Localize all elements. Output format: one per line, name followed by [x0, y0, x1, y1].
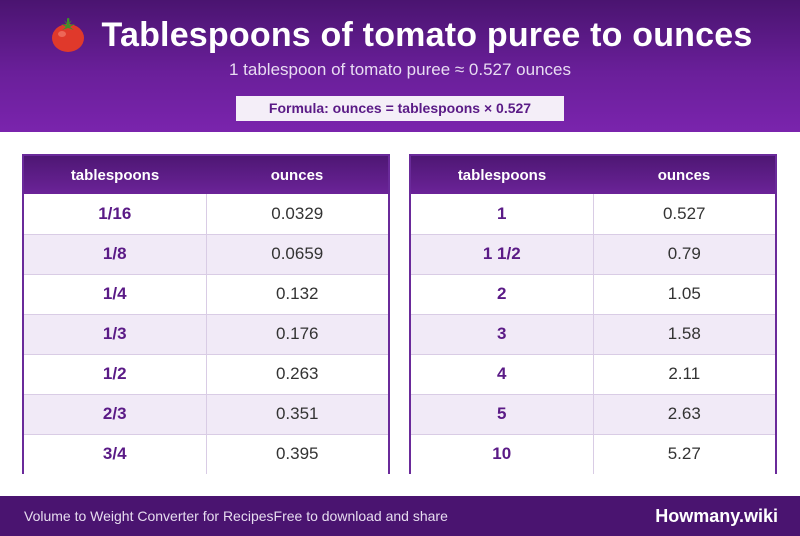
tablespoons-cell: 1 1/2: [411, 233, 594, 274]
page-title: Tablespoons of tomato puree to ounces: [101, 15, 753, 54]
tablespoons-cell: 1/8: [24, 233, 207, 274]
column-header-tablespoons: tablespoons: [70, 166, 160, 184]
ounces-cell: 5.27: [593, 433, 775, 474]
table-row: 1/2 0.263: [24, 353, 388, 394]
table-row: 5 2.63: [411, 393, 775, 434]
ounces-cell: 2.63: [593, 393, 775, 434]
ounces-cell: 1.05: [593, 273, 775, 314]
table-row: 1/8 0.0659: [24, 233, 388, 274]
table-row: 4 2.11: [411, 353, 775, 394]
footer-tagline: Volume to Weight Converter for RecipesFr…: [24, 508, 448, 524]
ounces-cell: 0.132: [206, 273, 388, 314]
tablespoons-cell: 1/4: [24, 273, 207, 314]
table-row: 3 1.58: [411, 313, 775, 354]
ounces-cell: 0.0329: [271, 203, 324, 223]
table-row: 1 1/2 0.79: [411, 233, 775, 274]
tablespoons-cell: 1/16: [24, 194, 207, 234]
ounces-cell: 0.0659: [206, 233, 388, 274]
table-row: 1/4 0.132: [24, 273, 388, 314]
tablespoons-cell: 5: [411, 393, 594, 434]
tablespoons-cell: 2/3: [24, 393, 207, 434]
tablespoons-cell: 1/2: [24, 353, 207, 394]
ounces-cell: 0.395: [206, 433, 388, 474]
footer-bar: Volume to Weight Converter for RecipesFr…: [0, 496, 800, 536]
tablespoons-cell: 1/3: [24, 313, 207, 354]
formula-box: Formula: ounces = tablespoons × 0.527: [236, 96, 564, 121]
header-banner: Tablespoons of tomato puree to ounces 1 …: [0, 0, 800, 132]
tablespoons-cell: 4: [411, 353, 594, 394]
tablespoons-cell: 10: [411, 433, 594, 474]
table-header-row: tablespoons ounces: [24, 156, 388, 194]
tablespoons-cell: 2: [411, 273, 594, 314]
table-row: 2/3 0.351: [24, 393, 388, 434]
tablespoons-cell: 3: [411, 313, 594, 354]
conversion-table-right: tablespoons ounces 1 0.527 1 1/2 0.79 2 …: [409, 154, 777, 474]
ounces-cell: 0.79: [593, 233, 775, 274]
tablespoons-cell: 1: [411, 194, 594, 234]
conversion-table-left: tablespoons ounces 1/16 0.0329 1/8 0.065…: [22, 154, 390, 474]
table-row: 10 5.27: [411, 433, 775, 474]
column-header-ounces: ounces: [270, 166, 324, 184]
tomato-icon: [51, 18, 84, 52]
ounces-cell: 0.527: [662, 203, 706, 223]
column-header-ounces: ounces: [657, 166, 711, 184]
table-row: 1/16 0.0329: [24, 194, 388, 234]
brand-link[interactable]: Howmany.wiki: [655, 506, 778, 526]
ounces-cell: 0.263: [206, 353, 388, 394]
ounces-cell: 0.351: [206, 393, 388, 434]
tablespoons-cell: 3/4: [24, 433, 207, 474]
ounces-cell: 1.58: [593, 313, 775, 354]
ounces-cell: 0.176: [206, 313, 388, 354]
table-header-row: tablespoons ounces: [411, 156, 775, 194]
column-header-tablespoons: tablespoons: [457, 166, 547, 184]
title-row: Tablespoons of tomato puree to ounces: [0, 12, 800, 58]
ounces-cell: 2.11: [593, 353, 775, 394]
table-row: 2 1.05: [411, 273, 775, 314]
table-row: 3/4 0.395: [24, 433, 388, 474]
table-row: 1 0.527: [411, 194, 775, 234]
table-row: 1/3 0.176: [24, 313, 388, 354]
page-subtitle: 1 tablespoon of tomato puree ≈ 0.527 oun…: [228, 60, 572, 79]
